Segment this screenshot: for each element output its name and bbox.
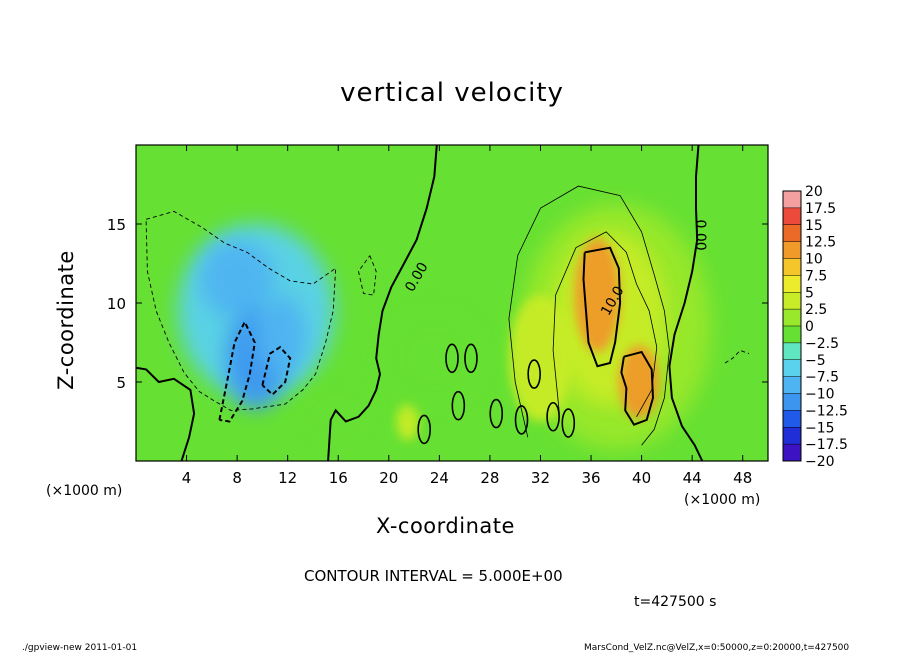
colorbar: 2017.51512.5107.552.50−2.5−5−7.5−10−12.5… bbox=[782, 184, 848, 470]
colorbar-bin bbox=[783, 376, 801, 394]
zero-loop-6 bbox=[464, 343, 478, 374]
colorbar-label: 7.5 bbox=[805, 268, 827, 284]
y-tick-label: 15 bbox=[107, 216, 126, 234]
contour-neg10-a bbox=[218, 319, 256, 423]
zero-loop-3 bbox=[514, 405, 529, 435]
x-tick-label: 48 bbox=[733, 469, 752, 487]
weak-updraft-area bbox=[382, 310, 484, 406]
colorbar-label: 17.5 bbox=[805, 201, 836, 217]
y-axis-label: Z-coordinate bbox=[54, 250, 78, 390]
colorbar-label: −10 bbox=[805, 387, 835, 403]
colorbar-label: −2.5 bbox=[805, 336, 839, 352]
x-axis-label: X-coordinate bbox=[376, 514, 515, 538]
y-tick-label: 5 bbox=[116, 374, 126, 392]
zero-loop-2 bbox=[489, 398, 504, 429]
colorbar-bin bbox=[783, 359, 801, 378]
colorbar-label: 20 bbox=[805, 184, 823, 200]
footer-source: MarsCond_VelZ.nc@VelZ,x=0:50000,z=0:2000… bbox=[584, 643, 850, 653]
zero-loop-5 bbox=[527, 359, 541, 389]
colorbar-bin bbox=[783, 444, 801, 462]
x-unit-label-right: (×1000 m) bbox=[684, 492, 761, 508]
colorbar-bin bbox=[783, 275, 801, 293]
x-tick-label: 40 bbox=[632, 469, 651, 487]
x-tick-label: 16 bbox=[329, 469, 348, 487]
contour-5-outer bbox=[508, 185, 670, 446]
chart-title: vertical velocity bbox=[340, 78, 564, 108]
colorbar-bin bbox=[783, 410, 801, 428]
contour-5-inner bbox=[552, 231, 658, 417]
y-tick-label: 10 bbox=[107, 295, 126, 313]
colorbar-label: 2.5 bbox=[805, 302, 827, 318]
contour-interval-text: CONTOUR INTERVAL = 5.000E+00 bbox=[304, 567, 563, 585]
zero-contour-right bbox=[668, 145, 704, 461]
colorbar-bin bbox=[783, 427, 801, 445]
contour-neg10-b bbox=[261, 345, 292, 396]
contour-10-upper bbox=[582, 246, 622, 368]
time-label: t=427500 s bbox=[634, 594, 717, 610]
x-tick-label: 32 bbox=[531, 469, 550, 487]
colorbar-bin bbox=[783, 258, 801, 276]
zero-contour-left bbox=[327, 145, 438, 461]
contour-neg5-small bbox=[358, 255, 377, 296]
colorbar-bin bbox=[783, 224, 801, 243]
colorbar-label: 15 bbox=[805, 218, 823, 234]
x-tick-label: 12 bbox=[278, 469, 297, 487]
colorbar-bin bbox=[783, 393, 801, 411]
zero-loop-7 bbox=[445, 343, 459, 374]
colorbar-label: 0 bbox=[805, 319, 814, 335]
x-tick-label: 36 bbox=[581, 469, 600, 487]
updraft-core-upper bbox=[574, 238, 621, 352]
x-tick-label: 4 bbox=[182, 469, 192, 487]
colorbar-label: −7.5 bbox=[805, 370, 839, 386]
colorbar-bin bbox=[783, 342, 801, 361]
colorbar-label: 5 bbox=[805, 285, 814, 301]
downdraft-region-upper bbox=[199, 239, 276, 319]
x-tick-label: 44 bbox=[683, 469, 702, 487]
x-tick-label: 20 bbox=[379, 469, 398, 487]
footer-program-date: ./gpview-new 2011-01-01 bbox=[22, 643, 138, 653]
contour-label: 0.00 bbox=[692, 219, 708, 250]
x-unit-label-left: (×1000 m) bbox=[46, 483, 123, 499]
zero-contour-far-left bbox=[136, 366, 196, 461]
colorbar-bin bbox=[783, 191, 801, 209]
x-tick-label: 8 bbox=[232, 469, 242, 487]
colorbar-bin bbox=[783, 326, 801, 344]
x-tick-label: 28 bbox=[480, 469, 499, 487]
colorbar-bin bbox=[783, 207, 801, 226]
updraft-flank bbox=[508, 295, 573, 422]
contour-neg5-right bbox=[724, 349, 750, 364]
zero-loop-8 bbox=[546, 401, 560, 432]
colorbar-label: −12.5 bbox=[805, 403, 848, 419]
contour-lines bbox=[136, 145, 750, 461]
zero-loop-9 bbox=[561, 408, 576, 438]
colorbar-label: −5 bbox=[805, 353, 826, 369]
colorbar-label: 12.5 bbox=[805, 235, 836, 251]
zero-loop-1 bbox=[451, 390, 466, 421]
colorbar-label: 10 bbox=[805, 252, 823, 268]
x-tick-label: 24 bbox=[430, 469, 449, 487]
zero-loop-4 bbox=[417, 414, 431, 445]
colorbar-bin bbox=[783, 309, 801, 327]
x-axis-ticks: 4 8 12 16 20 24 28 32 36 40 44 48 bbox=[182, 145, 752, 487]
colorbar-label: −15 bbox=[805, 420, 835, 436]
updraft-small-cell bbox=[396, 402, 420, 441]
colorbar-bin bbox=[783, 241, 801, 259]
downdraft-secondary bbox=[256, 295, 307, 375]
colorbar-label: −20 bbox=[805, 454, 835, 470]
colorbar-label: −17.5 bbox=[805, 437, 848, 453]
contour-10-lower bbox=[620, 350, 655, 426]
y-axis-ticks: 5 10 15 bbox=[107, 216, 768, 392]
colorbar-bin bbox=[783, 292, 801, 310]
heatmap-field bbox=[136, 145, 768, 461]
contour-neg5 bbox=[145, 210, 337, 411]
